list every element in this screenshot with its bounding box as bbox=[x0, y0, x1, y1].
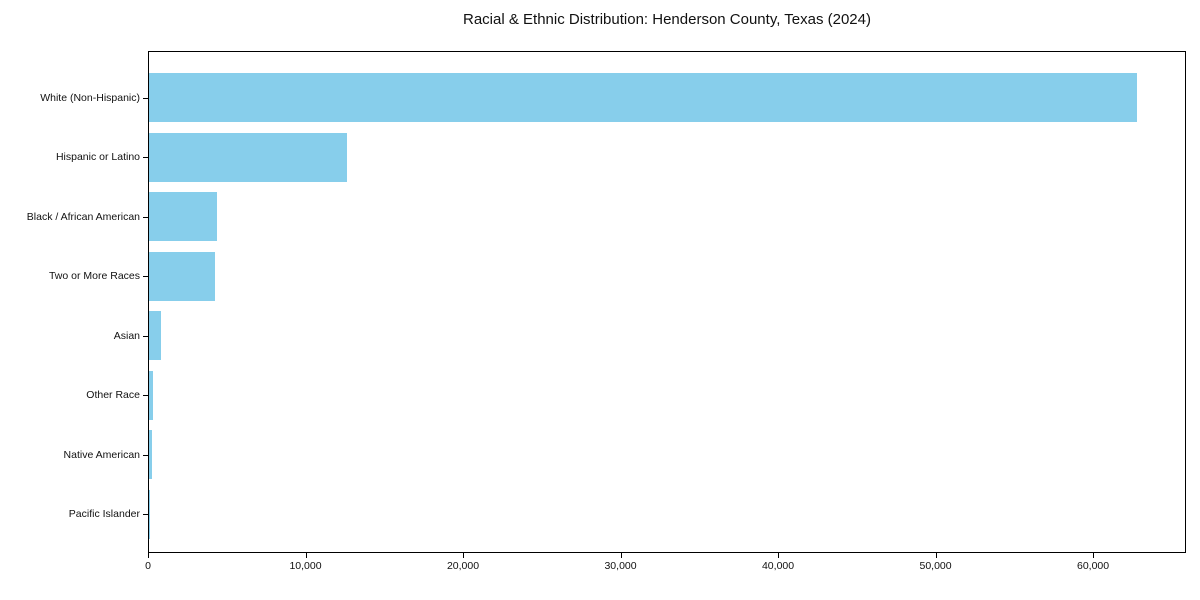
bar-native-american bbox=[149, 430, 152, 479]
bar-two-or-more-races bbox=[149, 251, 215, 301]
x-tick-mark bbox=[620, 553, 622, 558]
bar-black-african-american bbox=[149, 192, 218, 241]
x-tick-mark bbox=[148, 553, 149, 558]
y-tick-mark bbox=[143, 335, 148, 337]
y-tick-mark bbox=[143, 157, 148, 158]
x-tick-label-0: 0 bbox=[145, 560, 151, 572]
x-tick-mark bbox=[305, 553, 307, 558]
x-tick-mark bbox=[778, 553, 780, 558]
bar-pacific-islander bbox=[149, 489, 150, 539]
y-tick-mark bbox=[143, 395, 148, 396]
y-tick-label-pacific-islander: Pacific Islander bbox=[68, 508, 140, 520]
y-tick-label-asian: Asian bbox=[113, 329, 140, 342]
y-tick-mark bbox=[143, 276, 148, 277]
bar-white-non-hispanic bbox=[149, 73, 1138, 122]
y-tick-label-native-american: Native American bbox=[63, 448, 140, 461]
x-tick-mark bbox=[1093, 553, 1095, 558]
y-tick-label-white-non-hispanic: White (Non-Hispanic) bbox=[40, 91, 140, 104]
y-tick-label-black-african-american: Black / African American bbox=[26, 210, 140, 223]
y-tick-mark bbox=[143, 454, 148, 456]
bar-asian bbox=[149, 311, 162, 360]
y-tick-label-two-or-more-races: Two or More Races bbox=[48, 270, 140, 282]
y-tick-label-hispanic-or-latino: Hispanic or Latino bbox=[55, 151, 140, 163]
bar-other-race bbox=[149, 370, 154, 420]
x-tick-mark bbox=[463, 553, 465, 558]
chart-title: Racial & Ethnic Distribution: Henderson … bbox=[463, 11, 871, 28]
bar-hispanic-or-latino bbox=[149, 132, 348, 182]
x-tick-mark bbox=[935, 553, 937, 558]
y-tick-mark bbox=[143, 216, 148, 218]
x-tick-label-60000: 60,000 bbox=[1077, 560, 1110, 572]
y-tick-label-other-race: Other Race bbox=[86, 389, 140, 401]
x-tick-label-50000: 50,000 bbox=[919, 560, 952, 572]
x-tick-label-40000: 40,000 bbox=[761, 560, 795, 572]
x-tick-label-10000: 10,000 bbox=[289, 560, 322, 572]
x-tick-label-30000: 30,000 bbox=[604, 560, 637, 572]
y-tick-mark bbox=[143, 97, 148, 99]
plot-area bbox=[148, 51, 1186, 553]
y-tick-mark bbox=[143, 514, 148, 515]
x-tick-label-20000: 20,000 bbox=[446, 560, 480, 572]
